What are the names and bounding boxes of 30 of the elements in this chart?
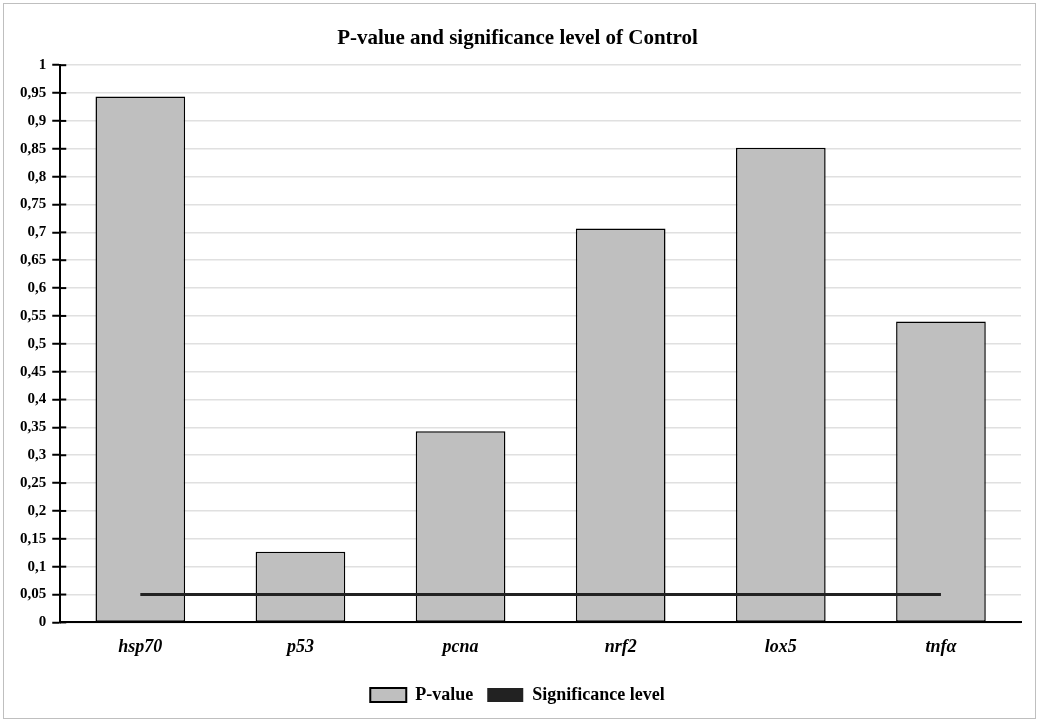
y-tick-label: 0,85: [20, 139, 47, 156]
y-tick-label: 0,75: [20, 195, 47, 212]
y-tick-label: 0,2: [27, 501, 47, 518]
y-tick-label: 0,25: [20, 473, 47, 490]
y-tick-label: 0: [38, 613, 47, 630]
y-tick-label: 0,95: [20, 83, 47, 100]
y-tick-label: 0,55: [20, 306, 47, 323]
y-tick-label: 0,1: [27, 557, 47, 574]
y-tick-label: 1: [38, 56, 47, 73]
y-tick-label: 0,5: [27, 334, 47, 351]
x-tick-label: tnfα: [925, 635, 958, 656]
y-tick-label: 0,3: [27, 446, 47, 463]
chart-title: P-value and significance level of Control: [337, 25, 698, 50]
legend-label: Significance level: [532, 683, 665, 704]
legend-label: P-value: [415, 683, 474, 704]
y-tick-label: 0,9: [27, 111, 47, 128]
y-tick-label: 0,15: [20, 529, 47, 546]
x-tick-label: pcna: [440, 635, 479, 656]
y-tick-label: 0,05: [20, 585, 47, 602]
y-tick-label: 0,8: [27, 167, 47, 184]
x-tick-label: nrf2: [604, 635, 637, 656]
x-tick-label: hsp70: [118, 635, 163, 656]
x-tick-label: p53: [284, 635, 314, 656]
y-tick-label: 0,7: [27, 223, 47, 240]
x-tick-label: lox5: [764, 635, 797, 656]
y-tick-label: 0,45: [20, 362, 47, 379]
y-tick-label: 0,6: [27, 278, 47, 295]
y-tick-label: 0,4: [27, 390, 47, 407]
y-tick-label: 0,65: [20, 251, 47, 268]
y-tick-label: 0,35: [20, 418, 47, 435]
